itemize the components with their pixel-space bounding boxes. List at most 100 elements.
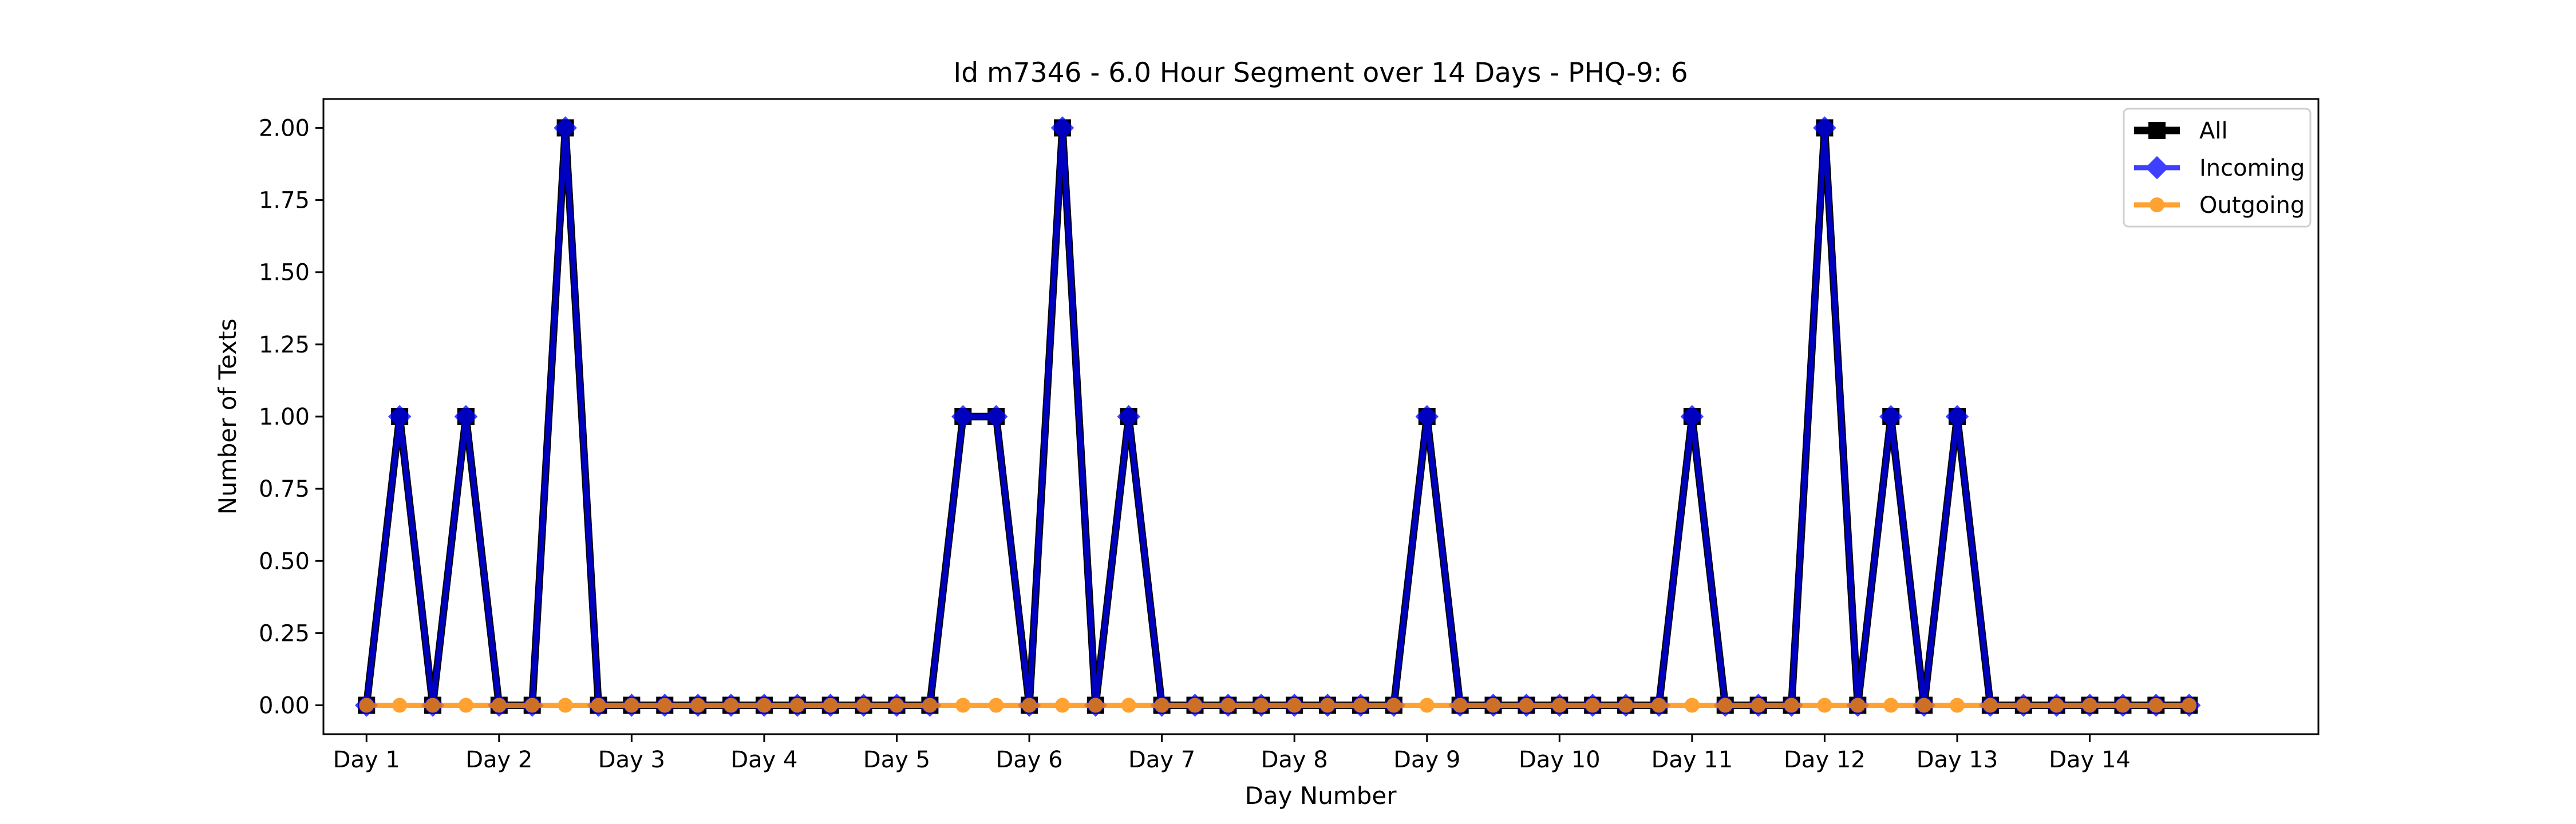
legend-label: All: [2199, 118, 2228, 144]
data-point: [1154, 698, 1170, 713]
series-2: [359, 698, 2197, 713]
y-tick-label: 0.50: [259, 548, 310, 575]
data-point: [1452, 698, 1468, 713]
data-point: [554, 116, 577, 140]
data-point: [1050, 116, 1074, 140]
x-axis-label: Day Number: [1244, 782, 1397, 810]
data-point: [1751, 698, 1766, 713]
data-point: [1680, 405, 1704, 429]
data-point: [624, 698, 639, 713]
plot-area: [322, 98, 2320, 735]
x-tick-label: Day 4: [730, 747, 797, 773]
data-point: [1022, 698, 1037, 713]
y-tick-label: 1.75: [259, 188, 310, 214]
data-point: [657, 698, 673, 713]
data-point: [1121, 698, 1136, 713]
x-tick-label: Day 3: [598, 747, 665, 773]
data-point: [2182, 698, 2197, 713]
x-tick-label: Day 7: [1128, 747, 1195, 773]
data-point: [1088, 698, 1103, 713]
y-tick-label: 0.00: [259, 693, 310, 719]
data-point: [524, 698, 540, 713]
data-point: [955, 698, 971, 713]
y-tick-label: 1.00: [259, 404, 310, 430]
data-point: [454, 405, 478, 429]
legend-marker: [2145, 156, 2169, 180]
data-point: [1813, 116, 1836, 140]
data-point: [1054, 698, 1070, 713]
series-layer: [355, 116, 2201, 717]
data-point: [1552, 698, 1567, 713]
data-point: [1320, 698, 1336, 713]
data-point: [690, 698, 706, 713]
data-point: [1784, 698, 1799, 713]
data-point: [1415, 405, 1439, 429]
x-tick-label: Day 5: [863, 747, 930, 773]
data-point: [1386, 698, 1401, 713]
data-point: [951, 405, 975, 429]
data-point: [856, 698, 871, 713]
data-point: [989, 698, 1004, 713]
x-tick-label: Day 11: [1652, 747, 1733, 773]
x-tick-label: Day 8: [1261, 747, 1328, 773]
data-point: [1651, 698, 1666, 713]
data-point: [889, 698, 904, 713]
data-point: [1519, 698, 1534, 713]
x-tick-label: Day 10: [1519, 747, 1601, 773]
data-point: [591, 698, 606, 713]
data-point: [1254, 698, 1269, 713]
legend-label: Incoming: [2199, 155, 2305, 181]
data-point: [789, 698, 805, 713]
data-point: [2115, 698, 2131, 713]
data-point: [1917, 698, 1932, 713]
data-point: [984, 405, 1008, 429]
data-point: [1684, 698, 1700, 713]
data-point: [1982, 698, 1998, 713]
legend-marker: [2150, 197, 2164, 212]
legend: All Incoming Outgoing: [2123, 108, 2312, 228]
data-point: [392, 698, 408, 713]
data-point: [1817, 698, 1832, 713]
data-point: [1585, 698, 1601, 713]
data-point: [1850, 698, 1866, 713]
x-tick-label: Day 9: [1393, 747, 1460, 773]
data-point: [2049, 698, 2064, 713]
data-point: [491, 698, 507, 713]
legend-entry: [2134, 122, 2180, 139]
data-point: [359, 698, 374, 713]
data-point: [1485, 698, 1501, 713]
data-point: [388, 405, 412, 429]
legend-label: Outgoing: [2199, 192, 2305, 219]
x-tick-label: Day 12: [1784, 747, 1866, 773]
y-axis-label: Number of Texts: [214, 319, 242, 515]
data-point: [1949, 698, 1965, 713]
data-point: [1117, 405, 1140, 429]
x-tick-label: Day 2: [465, 747, 532, 773]
x-tick-label: Day 1: [333, 747, 400, 773]
data-point: [1717, 698, 1733, 713]
y-tick-label: 2.00: [259, 115, 310, 141]
data-point: [1187, 698, 1203, 713]
x-tick-label: Day 14: [2049, 747, 2131, 773]
y-tick-label: 0.25: [259, 620, 310, 647]
data-point: [558, 698, 573, 713]
chart-title: Id m7346 - 6.0 Hour Segment over 14 Days…: [953, 57, 1688, 89]
data-point: [1879, 405, 1903, 429]
data-point: [724, 698, 739, 713]
data-point: [823, 698, 838, 713]
x-tick-label: Day 13: [1917, 747, 1998, 773]
y-tick-label: 1.25: [259, 332, 310, 358]
data-point: [2082, 698, 2097, 713]
legend-box: [2123, 108, 2312, 228]
data-point: [425, 698, 441, 713]
data-point: [756, 698, 772, 713]
legend-marker: [2148, 122, 2166, 139]
data-point: [1220, 698, 1236, 713]
y-tick-label: 0.75: [259, 476, 310, 502]
legend-entry: [2134, 197, 2180, 212]
x-tick-label: Day 6: [995, 747, 1062, 773]
data-point: [1287, 698, 1302, 713]
data-point: [2016, 698, 2031, 713]
data-point: [458, 698, 473, 713]
